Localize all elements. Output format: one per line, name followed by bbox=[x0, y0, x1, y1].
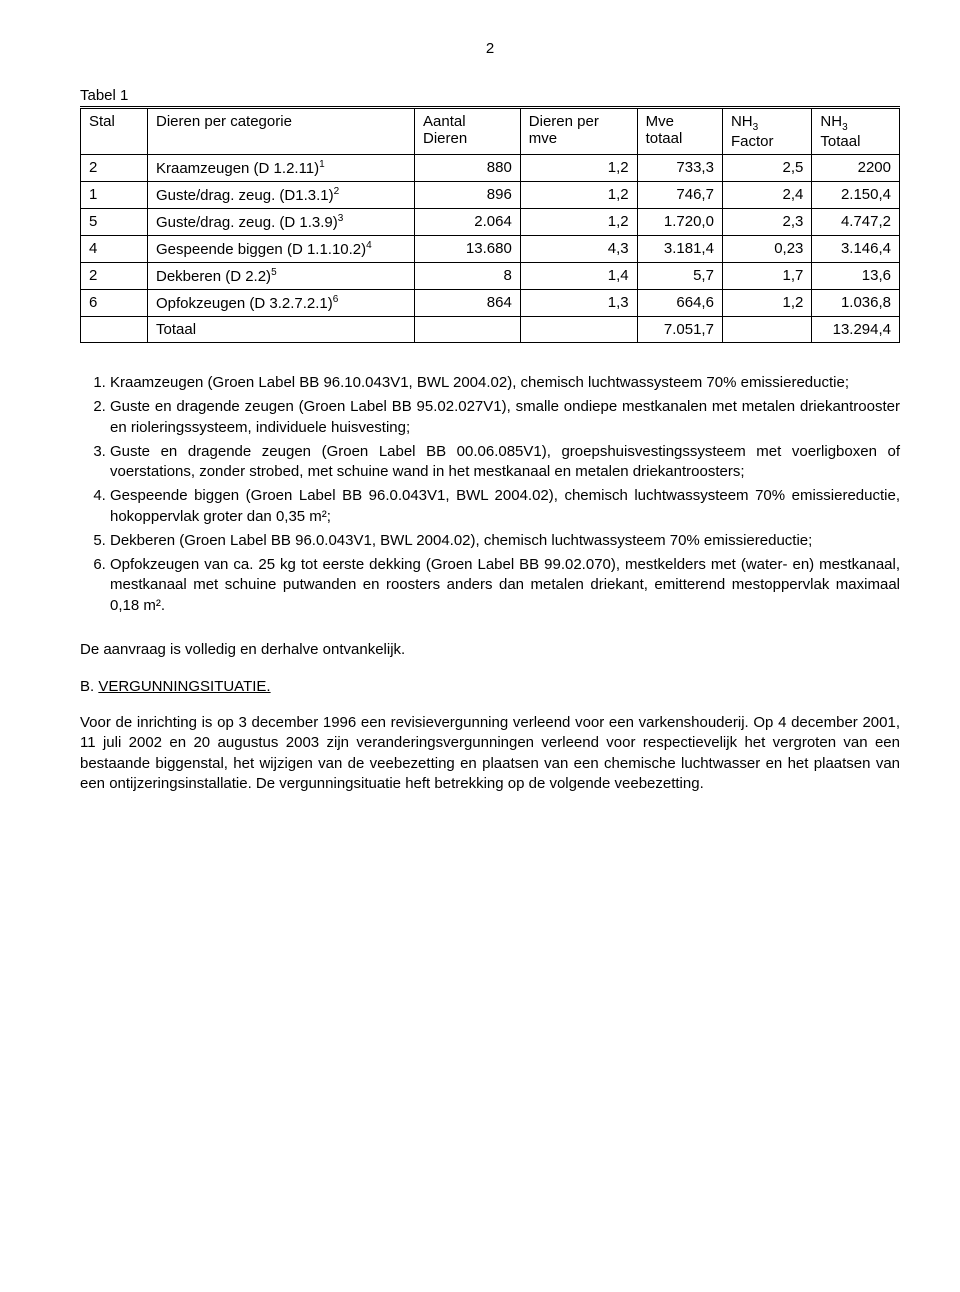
cell-stal: 2 bbox=[81, 155, 148, 182]
cell-aantal: 896 bbox=[415, 182, 521, 209]
cell-mve-totaal: 7.051,7 bbox=[637, 317, 722, 343]
footnote-item: Gespeende biggen (Groen Label BB 96.0.04… bbox=[110, 486, 900, 527]
col-aantal: Aantal Dieren bbox=[415, 108, 521, 155]
cell-factor: 2,4 bbox=[722, 182, 811, 209]
table-row: 5Guste/drag. zeug. (D 1.3.9)32.0641,21.7… bbox=[81, 209, 900, 236]
cell-nh3: 3.146,4 bbox=[812, 236, 900, 263]
cell-mve-totaal: 5,7 bbox=[637, 263, 722, 290]
footnote-item: Guste en dragende zeugen (Groen Label BB… bbox=[110, 442, 900, 483]
cell-per-mve: 4,3 bbox=[520, 236, 637, 263]
cell-nh3: 2200 bbox=[812, 155, 900, 182]
cell-mve-totaal: 746,7 bbox=[637, 182, 722, 209]
footnote-item: Guste en dragende zeugen (Groen Label BB… bbox=[110, 397, 900, 438]
cell-nh3: 13.294,4 bbox=[812, 317, 900, 343]
table-row: 4Gespeende biggen (D 1.1.10.2)413.6804,3… bbox=[81, 236, 900, 263]
cell-stal bbox=[81, 317, 148, 343]
cell-categorie: Guste/drag. zeug. (D1.3.1)2 bbox=[148, 182, 415, 209]
cell-total-label: Totaal bbox=[148, 317, 415, 343]
cell-stal: 2 bbox=[81, 263, 148, 290]
cell-aantal: 13.680 bbox=[415, 236, 521, 263]
cell-per-mve: 1,4 bbox=[520, 263, 637, 290]
table-row: 1Guste/drag. zeug. (D1.3.1)28961,2746,72… bbox=[81, 182, 900, 209]
cell-stal: 4 bbox=[81, 236, 148, 263]
cell-nh3: 4.747,2 bbox=[812, 209, 900, 236]
col-mve-totaal: Mve totaal bbox=[637, 108, 722, 155]
table-caption: Tabel 1 bbox=[80, 87, 900, 104]
cell-per-mve: 1,2 bbox=[520, 209, 637, 236]
cell-categorie: Opfokzeugen (D 3.2.7.2.1)6 bbox=[148, 290, 415, 317]
page-number: 2 bbox=[80, 40, 900, 57]
table-row: 2Kraamzeugen (D 1.2.11)18801,2733,32,522… bbox=[81, 155, 900, 182]
section-b-body: Voor de inrichting is op 3 december 1996… bbox=[80, 713, 900, 794]
cell-factor: 0,23 bbox=[722, 236, 811, 263]
cell-factor: 2,5 bbox=[722, 155, 811, 182]
cell-factor: 1,7 bbox=[722, 263, 811, 290]
cell-mve-totaal: 664,6 bbox=[637, 290, 722, 317]
cell-aantal: 864 bbox=[415, 290, 521, 317]
col-nh3-totaal: NH3 Totaal bbox=[812, 108, 900, 155]
cell-factor: 2,3 bbox=[722, 209, 811, 236]
section-b-heading: B. VERGUNNINGSITUATIE. bbox=[80, 678, 900, 695]
col-per-mve: Dieren per mve bbox=[520, 108, 637, 155]
cell-per-mve bbox=[520, 317, 637, 343]
table-total-row: Totaal 7.051,7 13.294,4 bbox=[81, 317, 900, 343]
cell-categorie: Gespeende biggen (D 1.1.10.2)4 bbox=[148, 236, 415, 263]
col-categorie: Dieren per categorie bbox=[148, 108, 415, 155]
footnote-item: Dekberen (Groen Label BB 96.0.043V1, BWL… bbox=[110, 531, 900, 551]
data-table: Stal Dieren per categorie Aantal Dieren … bbox=[80, 106, 900, 343]
cell-categorie: Guste/drag. zeug. (D 1.3.9)3 bbox=[148, 209, 415, 236]
footnote-item: Opfokzeugen van ca. 25 kg tot eerste dek… bbox=[110, 555, 900, 616]
section-b-prefix: B. bbox=[80, 678, 98, 695]
col-stal: Stal bbox=[81, 108, 148, 155]
table-header-row: Stal Dieren per categorie Aantal Dieren … bbox=[81, 108, 900, 155]
cell-aantal: 8 bbox=[415, 263, 521, 290]
cell-nh3: 2.150,4 bbox=[812, 182, 900, 209]
cell-mve-totaal: 1.720,0 bbox=[637, 209, 722, 236]
footnote-item: Kraamzeugen (Groen Label BB 96.10.043V1,… bbox=[110, 373, 900, 393]
cell-factor bbox=[722, 317, 811, 343]
cell-mve-totaal: 733,3 bbox=[637, 155, 722, 182]
section-b-title: VERGUNNINGSITUATIE. bbox=[98, 678, 270, 695]
cell-stal: 1 bbox=[81, 182, 148, 209]
col-nh3-factor: NH3 Factor bbox=[722, 108, 811, 155]
cell-stal: 6 bbox=[81, 290, 148, 317]
cell-per-mve: 1,2 bbox=[520, 182, 637, 209]
cell-per-mve: 1,2 bbox=[520, 155, 637, 182]
cell-categorie: Dekberen (D 2.2)5 bbox=[148, 263, 415, 290]
cell-aantal: 880 bbox=[415, 155, 521, 182]
cell-nh3: 1.036,8 bbox=[812, 290, 900, 317]
cell-factor: 1,2 bbox=[722, 290, 811, 317]
footnotes-list: Kraamzeugen (Groen Label BB 96.10.043V1,… bbox=[80, 373, 900, 616]
cell-per-mve: 1,3 bbox=[520, 290, 637, 317]
cell-aantal: 2.064 bbox=[415, 209, 521, 236]
cell-categorie: Kraamzeugen (D 1.2.11)1 bbox=[148, 155, 415, 182]
table-row: 6Opfokzeugen (D 3.2.7.2.1)68641,3664,61,… bbox=[81, 290, 900, 317]
cell-mve-totaal: 3.181,4 bbox=[637, 236, 722, 263]
cell-aantal bbox=[415, 317, 521, 343]
cell-nh3: 13,6 bbox=[812, 263, 900, 290]
paragraph-ontvankelijk: De aanvraag is volledig en derhalve ontv… bbox=[80, 640, 900, 660]
cell-stal: 5 bbox=[81, 209, 148, 236]
table-body: 2Kraamzeugen (D 1.2.11)18801,2733,32,522… bbox=[81, 155, 900, 343]
table-row: 2Dekberen (D 2.2)581,45,71,713,6 bbox=[81, 263, 900, 290]
